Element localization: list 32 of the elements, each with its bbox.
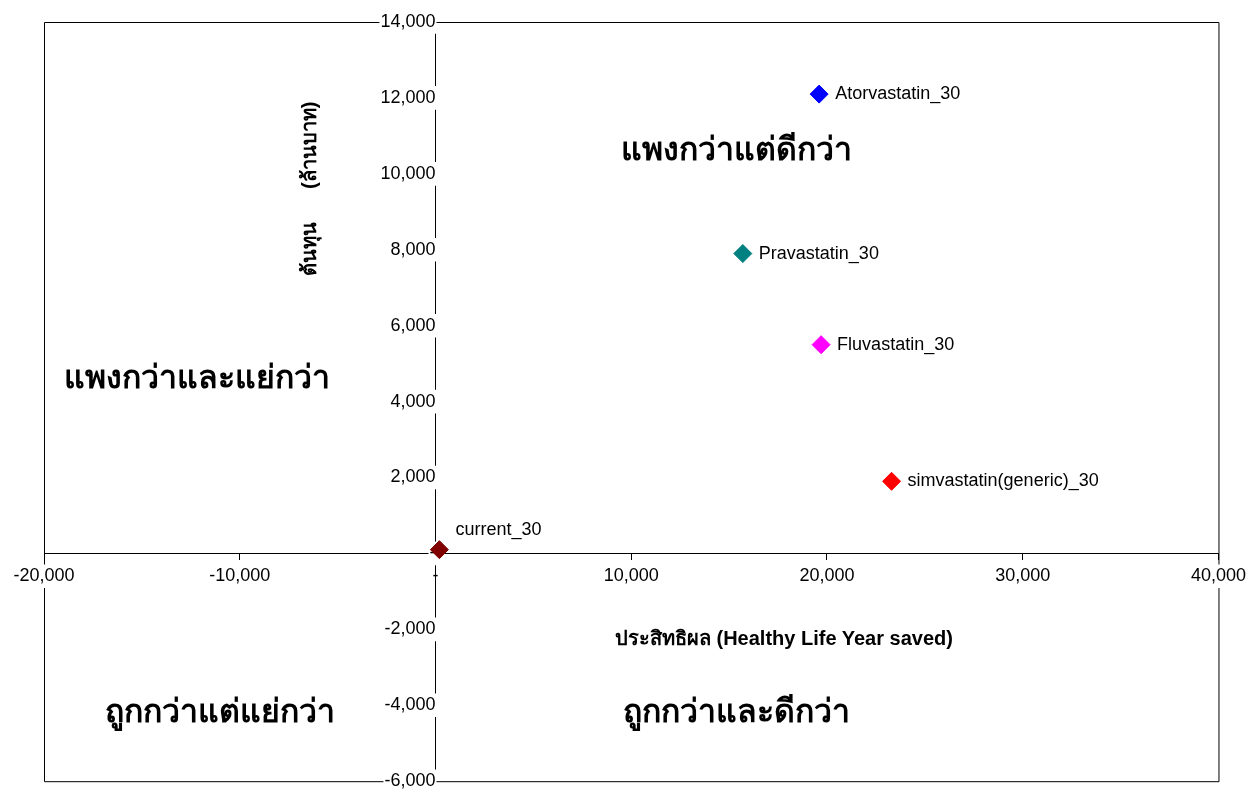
point [429, 540, 449, 560]
y-tick-label: 14,000 [380, 10, 436, 31]
x-tick-label: 30,000 [995, 565, 1051, 586]
y-tick-label: 2,000 [390, 466, 436, 487]
y-tick-label: 6,000 [390, 314, 436, 335]
series-label: Fluvastatin_30 [837, 333, 955, 355]
x-axis-title: ประสิทธิผล (Healthy Life Year saved) [614, 626, 953, 649]
series-label: simvastatin(generic)_30 [907, 470, 1099, 492]
y-tick-label: 4,000 [390, 390, 436, 411]
point [733, 244, 753, 264]
y-tick-label: 12,000 [380, 86, 436, 107]
y-tick-label: -4,000 [384, 694, 436, 715]
y-tick-label: 8,000 [390, 238, 436, 259]
series-label: Atorvastatin_30 [835, 83, 961, 105]
annotation: แพงกว่าและแย่กว่า [63, 358, 330, 395]
x-tick-label: 40,000 [1190, 565, 1246, 586]
annotation: ถูกกว่าแต่แย่กว่า [105, 692, 336, 732]
series-label: current_30 [455, 518, 542, 540]
annotation: ถูกกว่าและดีกว่า [623, 692, 851, 732]
annotation: แพงกว่าแต่ดีกว่า [621, 130, 853, 167]
x-tick-label: -10,000 [209, 565, 271, 586]
x-tick-label: 10,000 [603, 565, 659, 586]
y-tick-label: -2,000 [384, 618, 436, 639]
y-tick-label: -6,000 [384, 770, 436, 791]
y-axis-title: ต้นทุน (ล้านบาท) [298, 101, 323, 277]
y-tick-label: 10,000 [380, 162, 436, 183]
x-tick-label: -20,000 [13, 565, 75, 586]
series-label: Pravastatin_30 [758, 242, 879, 264]
x-tick-label: 20,000 [799, 565, 855, 586]
point [809, 84, 829, 104]
point [882, 471, 902, 491]
point [811, 335, 831, 355]
